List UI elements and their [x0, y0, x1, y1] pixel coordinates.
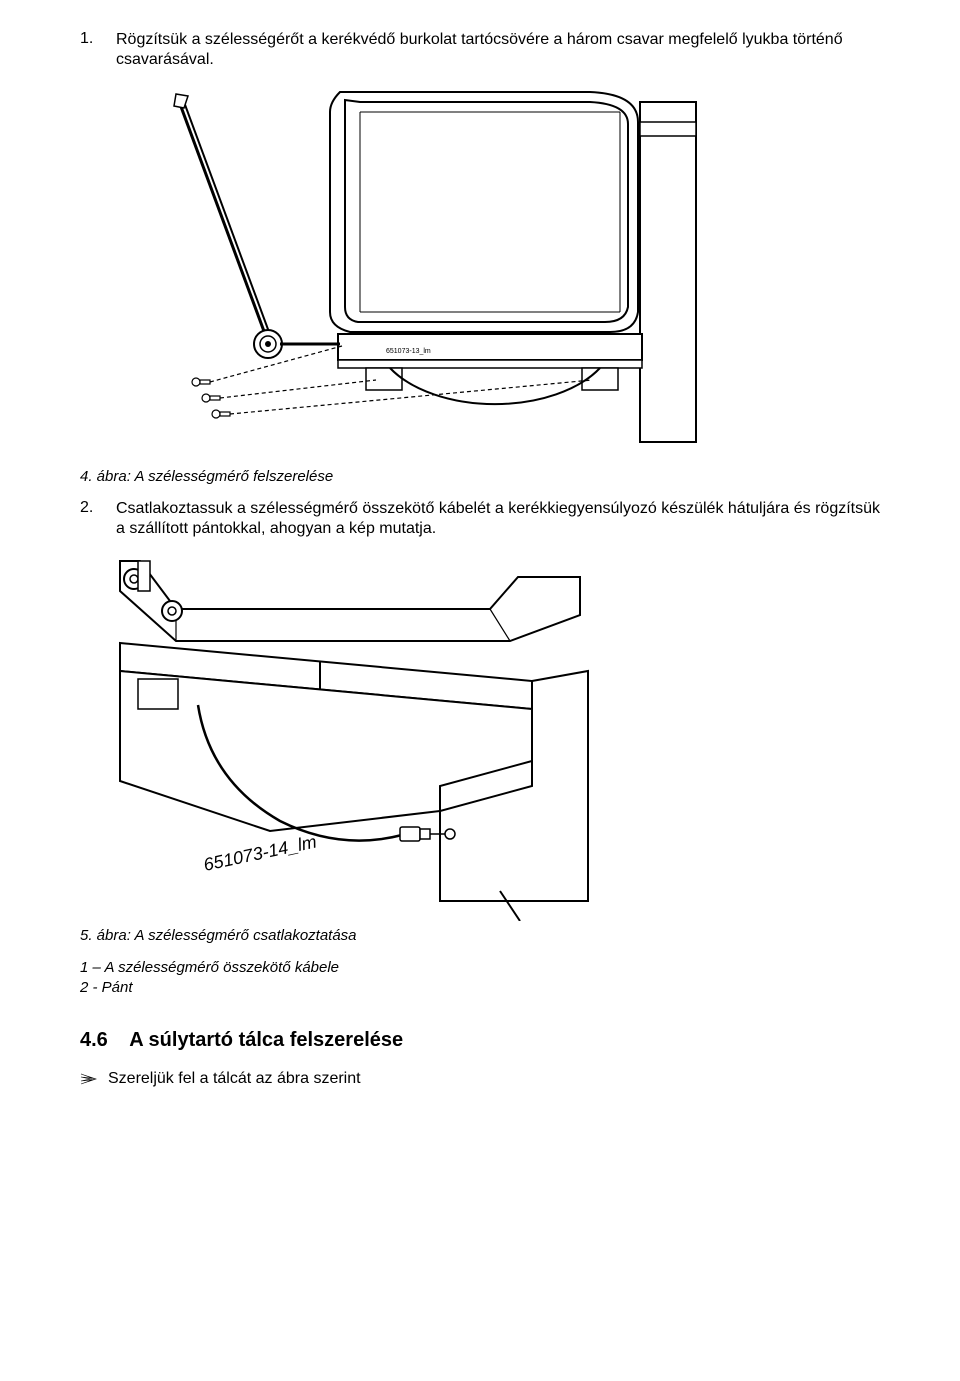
figure-5: 651073-14_lm — [80, 551, 880, 921]
legend-line-1: 1 – A szélességmérő összekötő kábele — [80, 958, 880, 978]
arrow-icon — [80, 1072, 98, 1086]
svg-text:651073-13_lm: 651073-13_lm — [386, 348, 431, 355]
figure-5-caption: 5. ábra: A szélességmérő csatlakoztatása — [80, 927, 880, 944]
step-2-row: 2. Csatlakoztassuk a szélességmérő össze… — [80, 499, 880, 539]
bullet-row: Szereljük fel a tálcát az ábra szerint — [80, 1070, 880, 1088]
page: 1. Rögzítsük a szélességérőt a kerékvédő… — [0, 0, 960, 1381]
step-1-text: Rögzítsük a szélességérőt a kerékvédő bu… — [116, 30, 880, 70]
step-1-row: 1. Rögzítsük a szélességérőt a kerékvédő… — [80, 30, 880, 70]
legend-line-2: 2 - Pánt — [80, 978, 880, 998]
section-4-6-heading: 4.6 A súlytartó tálca felszerelése — [80, 1029, 880, 1052]
step-2-number: 2. — [80, 499, 116, 517]
bullet-text: Szereljük fel a tálcát az ábra szerint — [108, 1070, 361, 1088]
figure-4-illustration: 651073-13_lm — [80, 82, 700, 462]
figure-5-illustration: 651073-14_lm — [80, 551, 600, 921]
figure-4: 651073-13_lm — [80, 82, 880, 462]
step-1-number: 1. — [80, 30, 116, 48]
step-2-text: Csatlakoztassuk a szélességmérő összeköt… — [116, 499, 880, 539]
section-4-6-number: 4.6 — [80, 1029, 108, 1051]
arrow-icon-shape — [81, 1074, 96, 1084]
figure-5-callout: 651073-14_lm — [202, 831, 319, 874]
figure-5-legend: 1 – A szélességmérő összekötő kábele 2 -… — [80, 958, 880, 999]
figure-4-caption: 4. ábra: A szélességmérő felszerelése — [80, 468, 880, 485]
section-4-6-title: A súlytartó tálca felszerelése — [129, 1029, 403, 1051]
